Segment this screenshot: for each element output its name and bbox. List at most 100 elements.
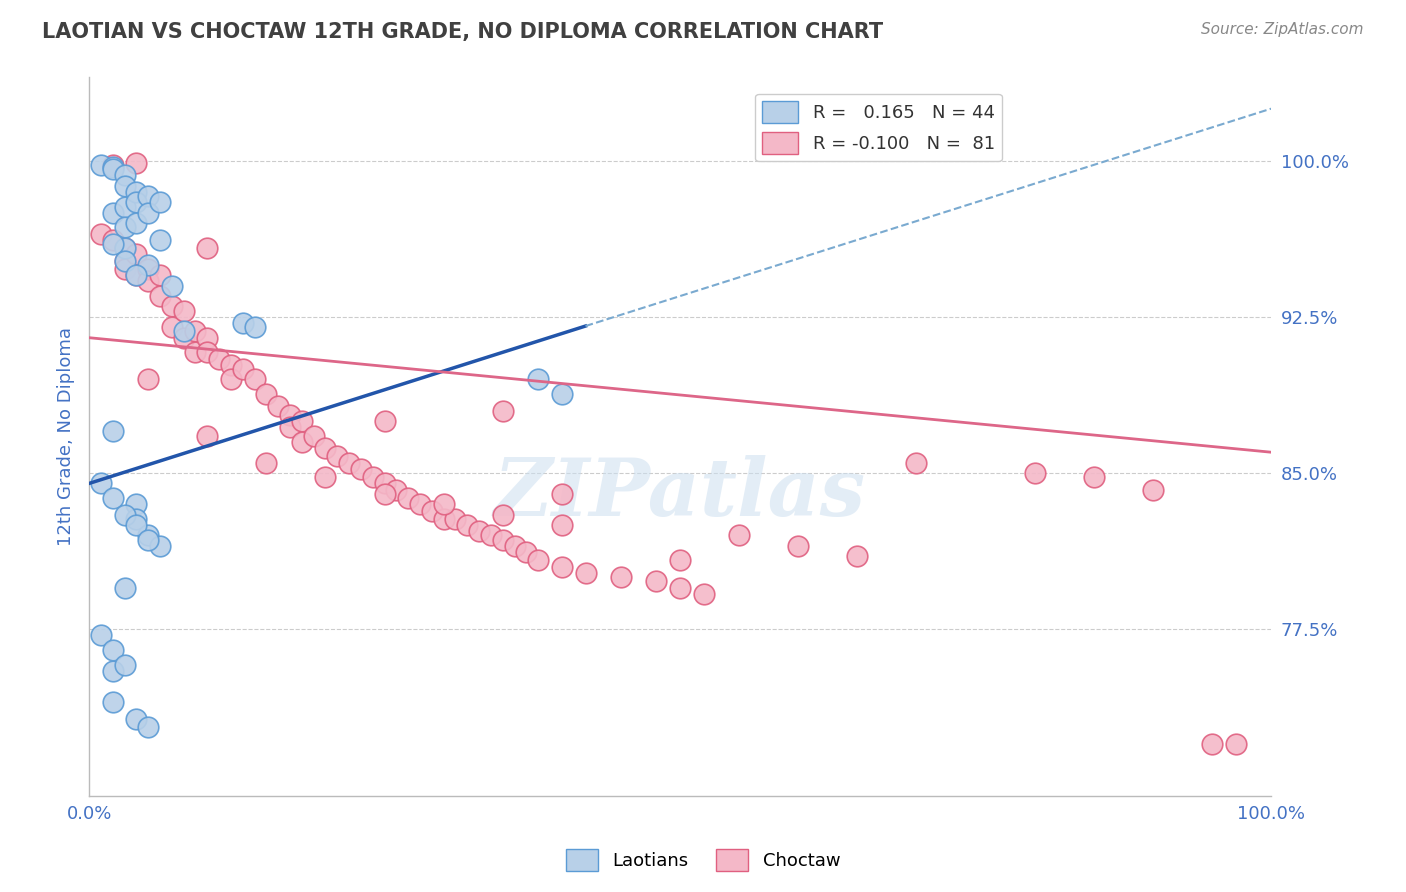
Point (114, 241, 136, 255)
Point (267, 400, 290, 414)
Point (114, 262, 136, 277)
Point (114, 169, 136, 183)
Point (136, 533, 159, 547)
Point (1142, 483, 1164, 497)
Point (314, 470, 336, 484)
Point (420, 503, 443, 517)
Point (492, 403, 515, 417)
Point (492, 533, 515, 547)
Point (160, 300, 183, 314)
Point (219, 372, 242, 386)
Point (136, 372, 159, 386)
Point (468, 524, 491, 539)
Point (149, 289, 172, 303)
Point (136, 189, 159, 203)
Point (114, 581, 136, 595)
Point (1201, 737, 1223, 751)
Point (374, 414, 396, 428)
Point (444, 512, 467, 526)
Point (114, 241, 136, 255)
Point (101, 233, 124, 247)
Point (136, 258, 159, 272)
Point (208, 351, 231, 366)
Point (278, 420, 301, 434)
Point (326, 450, 349, 464)
Point (101, 160, 124, 174)
Point (125, 216, 148, 230)
Point (101, 664, 124, 678)
Point (374, 476, 396, 491)
Point (456, 518, 478, 533)
Point (101, 158, 124, 172)
Point (610, 570, 633, 584)
Point (90, 158, 112, 172)
Legend: R =   0.165   N = 44, R = -0.100   N =  81: R = 0.165 N = 44, R = -0.100 N = 81 (755, 94, 1002, 161)
Point (551, 518, 574, 533)
Point (278, 408, 301, 422)
Point (136, 720, 159, 734)
Point (149, 195, 172, 210)
Point (291, 434, 314, 449)
Point (787, 539, 810, 553)
Point (374, 487, 396, 501)
Point (114, 178, 136, 193)
Text: ZIPatlas: ZIPatlas (494, 455, 866, 533)
Point (503, 539, 526, 553)
Point (1225, 737, 1247, 751)
Point (125, 518, 148, 533)
Point (114, 253, 136, 268)
Point (195, 428, 218, 442)
Point (219, 358, 242, 372)
Point (314, 441, 336, 455)
Point (101, 162, 124, 177)
Point (232, 316, 254, 330)
Point (385, 483, 408, 497)
Point (125, 268, 148, 283)
Point (291, 414, 314, 428)
Point (136, 262, 159, 277)
Point (125, 512, 148, 526)
Point (905, 456, 928, 470)
Point (337, 456, 360, 470)
Point (433, 497, 456, 511)
Point (125, 712, 148, 726)
Point (90, 476, 112, 491)
Point (114, 508, 136, 522)
Point (361, 470, 384, 484)
Point (114, 657, 136, 672)
Point (195, 241, 218, 255)
Point (693, 587, 716, 601)
Point (125, 195, 148, 210)
Point (433, 512, 456, 526)
Point (515, 545, 537, 559)
Point (492, 508, 515, 522)
Point (195, 331, 218, 345)
Point (232, 362, 254, 376)
Text: Source: ZipAtlas.com: Source: ZipAtlas.com (1201, 22, 1364, 37)
Point (149, 233, 172, 247)
Point (728, 528, 751, 542)
Point (101, 237, 124, 252)
Point (409, 497, 432, 511)
Point (173, 303, 195, 318)
Point (669, 581, 692, 595)
Point (136, 528, 159, 542)
Point (1083, 470, 1105, 484)
Point (574, 566, 596, 580)
Point (114, 253, 136, 268)
Point (551, 559, 574, 574)
Point (1024, 466, 1046, 480)
Point (114, 220, 136, 235)
Point (184, 345, 207, 359)
Point (551, 487, 574, 501)
Text: LAOTIAN VS CHOCTAW 12TH GRADE, NO DIPLOMA CORRELATION CHART: LAOTIAN VS CHOCTAW 12TH GRADE, NO DIPLOM… (42, 22, 883, 42)
Point (101, 425, 124, 439)
Point (527, 372, 550, 386)
Point (101, 643, 124, 657)
Point (243, 372, 266, 386)
Point (160, 320, 183, 334)
Point (254, 456, 277, 470)
Point (101, 206, 124, 220)
Point (350, 462, 373, 476)
Point (125, 497, 148, 511)
